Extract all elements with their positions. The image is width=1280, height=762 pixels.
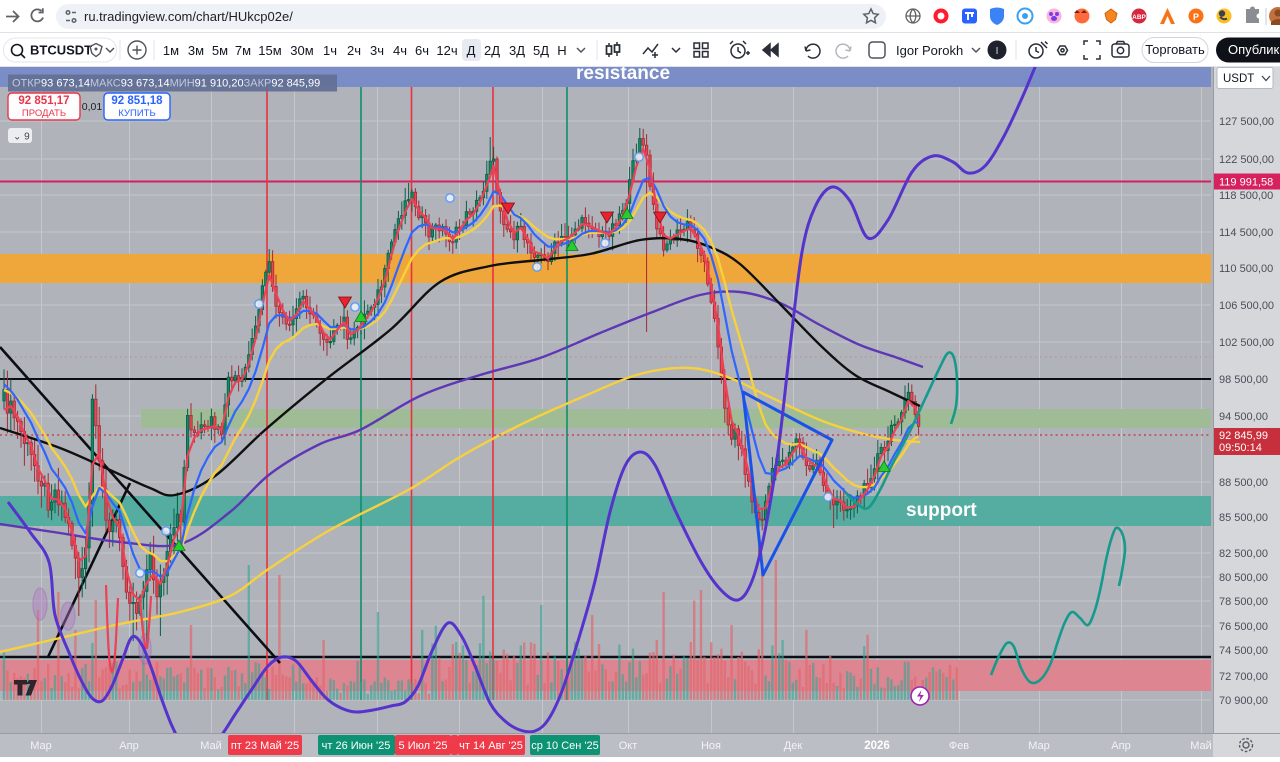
svg-text:94 500,00: 94 500,00 [1219, 411, 1268, 423]
svg-text:7м: 7м [235, 43, 251, 58]
svg-text:88 500,00: 88 500,00 [1219, 477, 1268, 489]
svg-text:Д: Д [467, 43, 476, 58]
svg-text:0,01: 0,01 [82, 101, 103, 113]
svg-text:2ч: 2ч [347, 43, 361, 58]
svg-text:3ч: 3ч [370, 43, 384, 58]
svg-text:92 845,99: 92 845,99 [1219, 430, 1268, 442]
svg-text:119 991,58: 119 991,58 [1219, 177, 1273, 189]
svg-text:Апр: Апр [1111, 740, 1130, 752]
svg-text:ср 10 Сен '25: ср 10 Сен '25 [531, 740, 599, 752]
svg-text:Мар: Мар [1028, 740, 1050, 752]
svg-text:76 500,00: 76 500,00 [1219, 621, 1268, 633]
svg-text:2026: 2026 [864, 740, 890, 752]
svg-text:5Д: 5Д [533, 43, 549, 58]
svg-text:98 500,00: 98 500,00 [1219, 374, 1268, 386]
svg-text:Торговать: Торговать [1145, 42, 1205, 57]
svg-text:resistance: resistance [576, 67, 670, 84]
svg-text:3м: 3м [188, 43, 204, 58]
svg-text:12ч: 12ч [436, 43, 457, 58]
svg-text:92 851,17: 92 851,17 [18, 95, 69, 107]
svg-text:Ноя: Ноя [701, 740, 721, 752]
svg-text:Н: Н [557, 43, 566, 58]
svg-text:support: support [906, 500, 977, 521]
svg-text:⌄ 9: ⌄ 9 [13, 132, 30, 143]
svg-text:127 500,00: 127 500,00 [1219, 116, 1274, 128]
svg-text:122 500,00: 122 500,00 [1219, 154, 1274, 166]
svg-text:I: I [996, 46, 999, 57]
svg-text:110 500,00: 110 500,00 [1219, 263, 1273, 275]
svg-text:Опублико: Опублико [1228, 42, 1280, 57]
svg-text:80 500,00: 80 500,00 [1219, 572, 1268, 584]
svg-text:92 851,18: 92 851,18 [111, 95, 163, 107]
svg-text:85 500,00: 85 500,00 [1219, 512, 1268, 524]
svg-text:78 500,00: 78 500,00 [1219, 596, 1268, 608]
svg-text:118 500,00: 118 500,00 [1219, 190, 1273, 202]
svg-text:Дек: Дек [784, 740, 803, 752]
svg-text:КУПИТЬ: КУПИТЬ [118, 108, 155, 119]
svg-text:Окт: Окт [619, 740, 638, 752]
svg-text:5 Июл '25: 5 Июл '25 [399, 740, 448, 752]
svg-text:ABP: ABP [1132, 14, 1146, 21]
svg-text:15м: 15м [258, 43, 281, 58]
svg-text:Мар: Мар [30, 740, 52, 752]
svg-text:ОТКР93 673,14МАКС93 673,14МИН9: ОТКР93 673,14МАКС93 673,14МИН91 910,20ЗА… [12, 78, 320, 90]
svg-text:106 500,00: 106 500,00 [1219, 300, 1274, 312]
svg-text:3Д: 3Д [509, 43, 525, 58]
svg-text:74 500,00: 74 500,00 [1219, 645, 1268, 657]
svg-text:09:50:14: 09:50:14 [1219, 442, 1262, 454]
svg-text:30м: 30м [290, 43, 313, 58]
svg-text:102 500,00: 102 500,00 [1219, 337, 1274, 349]
svg-text:ru.tradingview.com/chart/HUkcp: ru.tradingview.com/chart/HUkcp02e/ [84, 9, 293, 24]
svg-text:чт 26 Июн '25: чт 26 Июн '25 [322, 740, 391, 752]
svg-text:70 900,00: 70 900,00 [1219, 695, 1268, 707]
svg-text:72 700,00: 72 700,00 [1219, 671, 1268, 683]
svg-text:1ч: 1ч [323, 43, 337, 58]
svg-text:USDT: USDT [1223, 73, 1254, 85]
svg-text:114 500,00: 114 500,00 [1219, 227, 1273, 239]
svg-text:Igor Porokh: Igor Porokh [896, 43, 963, 58]
svg-text:6ч: 6ч [415, 43, 429, 58]
svg-text:2Д: 2Д [484, 43, 500, 58]
svg-text:пт 23 Май '25: пт 23 Май '25 [231, 740, 299, 752]
svg-text:Апр: Апр [119, 740, 138, 752]
svg-text:BTCUSDT: BTCUSDT [30, 43, 92, 58]
svg-text:Фев: Фев [949, 740, 969, 752]
svg-text:ПРОДАТЬ: ПРОДАТЬ [22, 108, 66, 119]
svg-text:5м: 5м [212, 43, 228, 58]
svg-text:Май: Май [200, 740, 222, 752]
svg-text:Май: Май [1190, 740, 1212, 752]
svg-text:82 500,00: 82 500,00 [1219, 548, 1268, 560]
svg-text:4ч: 4ч [393, 43, 407, 58]
svg-text:1м: 1м [163, 43, 179, 58]
svg-text:P: P [1193, 12, 1199, 22]
svg-text:чт 14 Авг '25: чт 14 Авг '25 [459, 740, 523, 752]
